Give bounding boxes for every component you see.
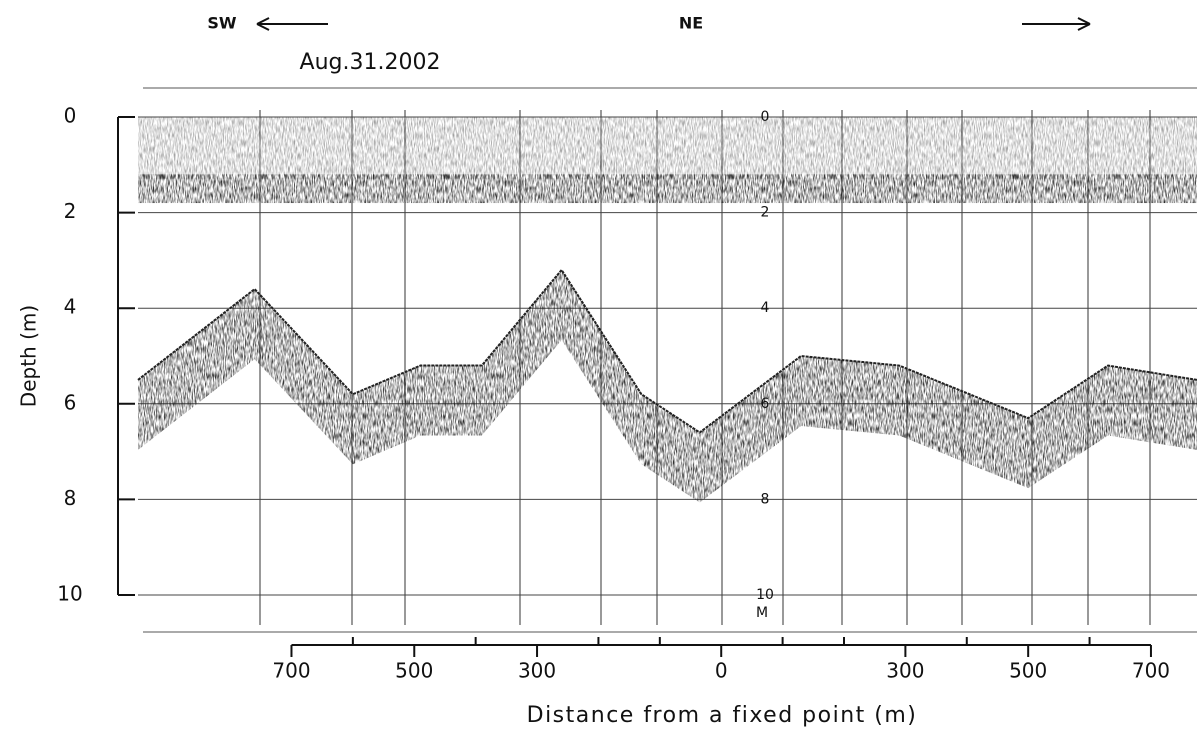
x-tick-label: 500 <box>1009 659 1047 683</box>
y-tick-label: 4 <box>64 295 77 319</box>
x-tick-label: 500 <box>395 659 433 683</box>
inner-depth-label: 2 <box>761 205 770 221</box>
echo-layer <box>137 268 1197 434</box>
x-axis-label: Distance from a fixed point (m) <box>527 703 918 728</box>
inner-depth-label: 6 <box>761 396 770 412</box>
arrow-head <box>256 17 270 31</box>
x-tick-label: 300 <box>886 659 924 683</box>
inner-depth-label: 0 <box>761 109 770 125</box>
inner-depth-label: 10 <box>756 587 774 603</box>
inner-depth-label: 4 <box>761 300 770 316</box>
depth-unit: M <box>756 605 768 621</box>
y-tick-label: 0 <box>64 104 77 128</box>
y-axis-label: Depth (m) <box>17 305 41 407</box>
y-tick-label: 10 <box>57 582 82 606</box>
x-tick-label: 700 <box>1132 659 1170 683</box>
x-tick-label: 300 <box>518 659 556 683</box>
inner-depth-label: 8 <box>761 491 770 507</box>
x-tick-label: 0 <box>715 659 728 683</box>
y-tick-label: 8 <box>64 486 77 510</box>
chart-title: Aug.31.2002 <box>300 50 441 75</box>
surface-layer <box>138 117 1197 180</box>
echo-band <box>138 269 1197 503</box>
x-tick-label: 700 <box>272 659 310 683</box>
y-tick-label: 2 <box>64 199 77 223</box>
y-tick-label: 6 <box>64 390 77 414</box>
direction-right: NE <box>679 14 703 33</box>
arrow-head <box>1077 17 1091 31</box>
direction-left: SW <box>207 14 237 33</box>
surface-band <box>138 174 1197 204</box>
